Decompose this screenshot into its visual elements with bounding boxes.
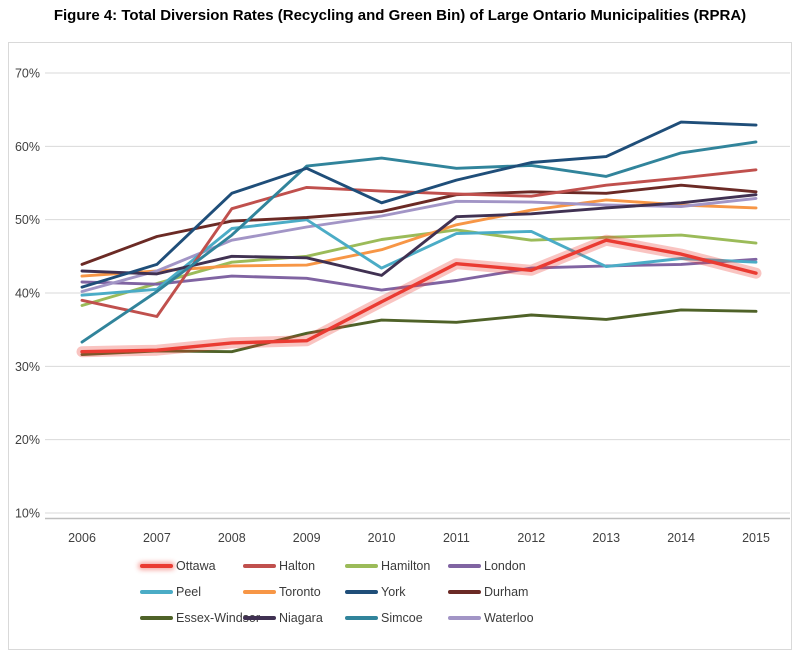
series-lines xyxy=(76,120,762,358)
legend-label-niagara: Niagara xyxy=(279,611,323,625)
y-tick-label-60: 60% xyxy=(15,140,40,154)
legend-label-toronto: Toronto xyxy=(279,585,321,599)
series-line-york xyxy=(80,120,758,289)
legend-label-london: London xyxy=(484,559,526,573)
y-tick-label-30: 30% xyxy=(15,360,40,374)
x-tick-label-2011: 2011 xyxy=(443,531,470,545)
series-line-simcoe xyxy=(80,140,758,344)
legend-item-york: York xyxy=(345,584,448,600)
chart-title: Figure 4: Total Diversion Rates (Recycli… xyxy=(53,7,747,24)
legend-item-essex-windsor: Essex-Windsor xyxy=(140,610,260,626)
legend-label-york: York xyxy=(381,585,406,599)
legend-item-hamilton: Hamilton xyxy=(345,558,448,574)
legend-item-london: London xyxy=(448,558,558,574)
legend-item-waterloo: Waterloo xyxy=(448,610,558,626)
y-tick-label-40: 40% xyxy=(15,287,40,301)
series-line-essex-windsor xyxy=(80,308,758,357)
legend-label-hamilton: Hamilton xyxy=(381,559,431,573)
x-tick-label-2010: 2010 xyxy=(368,531,396,545)
legend-swatch-ottawa xyxy=(140,564,173,568)
x-tick-label-2007: 2007 xyxy=(143,531,171,545)
legend-item-peel: Peel xyxy=(140,584,243,600)
legend-swatch-york xyxy=(345,590,378,594)
legend-item-toronto: Toronto xyxy=(243,584,345,600)
legend-item-ottawa: Ottawa xyxy=(140,558,243,574)
x-tick-label-2006: 2006 xyxy=(68,531,96,545)
legend-label-peel: Peel xyxy=(176,585,202,599)
axis-tick-labels: 70% 60% 50% 40% 30% 20% 10% 2006 2007 2008 2009 201… xyxy=(15,67,770,546)
x-tick-label-2014: 2014 xyxy=(667,531,695,545)
legend-swatch-essex-windsor xyxy=(140,616,173,620)
x-tick-label-2009: 2009 xyxy=(293,531,321,545)
gridlines xyxy=(45,72,790,514)
legend-swatch-halton xyxy=(243,564,276,568)
legend-swatch-london xyxy=(448,564,481,568)
y-tick-label-10: 10% xyxy=(15,507,40,521)
series-line-peel xyxy=(80,218,758,297)
legend-swatch-durham xyxy=(448,590,481,594)
legend-label-simcoe: Simcoe xyxy=(381,611,423,625)
x-tick-label-2015: 2015 xyxy=(742,531,770,545)
legend-label-waterloo: Waterloo xyxy=(484,611,534,625)
legend-swatch-simcoe xyxy=(345,616,378,620)
legend: Ottawa Halton Hamilton London Peel Toronto Yor… xyxy=(140,558,558,626)
legend-swatch-waterloo xyxy=(448,616,481,620)
x-tick-label-2008: 2008 xyxy=(218,531,246,545)
legend-swatch-hamilton xyxy=(345,564,378,568)
legend-swatch-niagara xyxy=(243,616,276,620)
legend-item-simcoe: Simcoe xyxy=(345,610,448,626)
series-glow-ottawa xyxy=(76,234,762,358)
legend-item-niagara: Niagara xyxy=(243,610,345,626)
chart-frame xyxy=(8,42,792,650)
legend-item-halton: Halton xyxy=(243,558,345,574)
y-tick-label-50: 50% xyxy=(15,213,40,227)
legend-label-durham: Durham xyxy=(484,585,529,599)
y-tick-label-20: 20% xyxy=(15,433,40,447)
legend-swatch-toronto xyxy=(243,590,276,594)
legend-label-ottawa: Ottawa xyxy=(176,559,216,573)
legend-label-essex-windsor: Essex-Windsor xyxy=(176,611,261,625)
series-line-toronto xyxy=(80,198,758,278)
legend-item-durham: Durham xyxy=(448,584,558,600)
legend-swatch-peel xyxy=(140,590,173,594)
y-tick-label-70: 70% xyxy=(15,67,40,81)
series-line-hamilton xyxy=(80,228,758,307)
series-line-london xyxy=(80,257,758,292)
x-tick-label-2013: 2013 xyxy=(592,531,620,545)
x-tick-label-2012: 2012 xyxy=(517,531,545,545)
series-line-ottawa xyxy=(80,238,758,354)
legend-label-halton: Halton xyxy=(279,559,316,573)
